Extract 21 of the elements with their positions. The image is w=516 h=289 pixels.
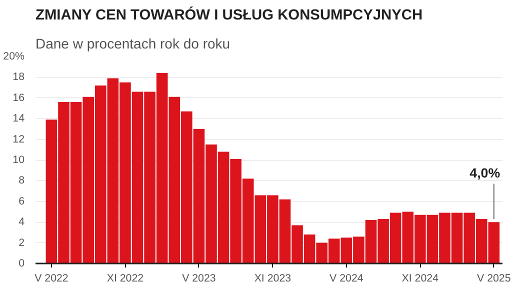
y-tick-label: 10 [12,154,25,166]
y-tick-label: 18 [12,71,25,84]
annotation: 4,0% [470,166,500,181]
x-tick-label: XI 2024 [402,272,439,284]
y-tick-label: 20% [3,50,26,62]
x-tick-label: V 2022 [34,272,68,284]
y-tick-label: 4 [18,216,25,228]
y-tick-label: 12 [12,133,25,146]
chart-title: ZMIANY CEN TOWARÓW I USŁUG KONSUMPCYJNYCH [36,6,423,24]
y-tick-label: 16 [12,92,25,104]
y-tick-label: 0 [18,258,25,270]
y-tick-label: 8 [18,174,25,187]
x-tick-label: XI 2022 [106,272,144,284]
y-tick-label: 2 [18,236,25,249]
y-tick-label: 6 [18,195,25,208]
x-tick-label: V 2023 [182,272,216,284]
x-tick-label: XI 2023 [254,272,292,284]
x-tick-label: V 2025 [477,272,511,284]
y-tick-label: 14 [12,112,25,125]
x-tick-label: V 2024 [330,272,364,284]
chart-subtitle: Dane w procentach rok do roku [36,36,230,52]
